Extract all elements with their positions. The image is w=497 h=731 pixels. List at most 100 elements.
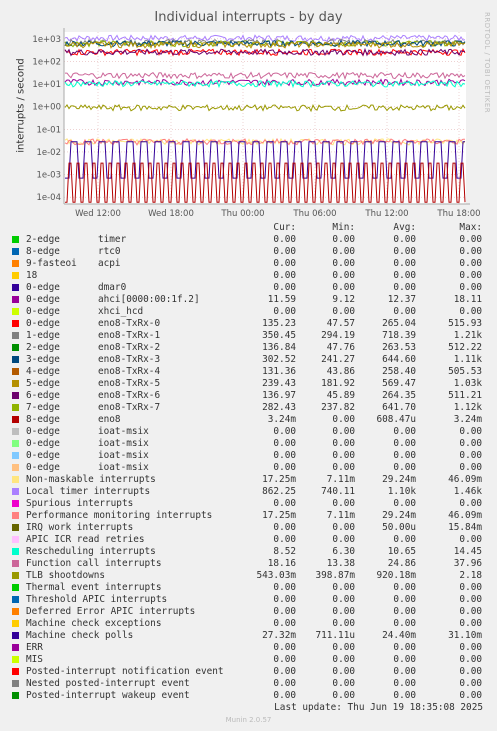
legend-cur: 0.00 [273,678,296,689]
y-tick-label: 1e+01 [32,80,61,90]
legend-desc: xhci_hcd [98,306,144,317]
legend-swatch [12,392,19,399]
legend-row: IRQ work interrupts 0.00 0.00 50.00u 15.84m [12,522,482,534]
legend-swatch [12,356,19,363]
legend-cur: 0.00 [273,246,296,257]
legend-min: 0.00 [332,426,355,437]
legend-desc: dmar0 [98,282,127,293]
legend-swatch [12,608,19,615]
legend-row: 0-edge eno8-TxRx-0 135.23 47.57 265.04 515.93 [12,318,482,330]
legend-max: 0.00 [459,234,482,245]
legend-max: 46.09m [448,474,482,485]
legend-max: 0.00 [459,534,482,545]
legend-cur: 0.00 [273,594,296,605]
legend-swatch [12,620,19,627]
legend-max: 0.00 [459,690,482,701]
header-max: Max: [459,222,482,233]
legend-avg: 264.35 [382,390,416,401]
legend-name: Machine check exceptions [26,618,162,629]
legend-name: Machine check polls [26,630,134,641]
legend-swatch [12,524,19,531]
legend-max: 0.00 [459,282,482,293]
legend-cur: 0.00 [273,642,296,653]
legend-cur: 302.52 [262,354,296,365]
legend-name: 8-edge [26,246,60,257]
legend-name: IRQ work interrupts [26,522,134,533]
legend-row: Thermal event interrupts 0.00 0.00 0.00 0.00 [12,582,482,594]
legend-name: MIS [26,654,43,665]
legend-row: Function call interrupts 18.16 13.38 24.86 3… [12,558,482,570]
legend-avg: 0.00 [393,306,416,317]
legend-row: 8-edge rtc0 0.00 0.00 0.00 0.00 [12,246,482,258]
x-tick-label: Thu 18:00 [436,209,480,219]
legend-min: 45.89 [326,390,355,401]
legend-min: 0.00 [332,522,355,533]
legend-min: 0.00 [332,666,355,677]
legend-desc: eno8-TxRx-6 [98,390,161,401]
grid [64,32,466,204]
legend-row: 5-edge eno8-TxRx-5 239.43 181.92 569.47 1.03k [12,378,482,390]
legend-min: 0.00 [332,690,355,701]
legend-row: Non-maskable interrupts 17.25m 7.11m 29.24m… [12,474,482,486]
legend-row: MIS 0.00 0.00 0.00 0.00 [12,654,482,666]
legend-min: 0.00 [332,450,355,461]
y-axis-label: interrupts / second [15,58,27,153]
legend-swatch [12,512,19,519]
series-line [64,47,466,57]
legend-name: Posted-interrupt wakeup event [26,690,190,701]
legend-min: 0.00 [332,642,355,653]
legend-row: Spurious interrupts 0.00 0.00 0.00 0.00 [12,498,482,510]
legend-desc: acpi [98,258,121,269]
legend-name: 0-edge [26,438,60,449]
legend-cur: 3.24m [267,414,296,425]
legend-min: 0.00 [332,606,355,617]
legend-max: 0.00 [459,594,482,605]
legend-name: Function call interrupts [26,558,162,569]
legend-max: 0.00 [459,642,482,653]
legend-max: 1.46k [453,486,482,497]
legend-name: 9-fasteoi [26,258,77,269]
chart-title: Individual interrupts - by day [154,10,343,25]
legend-cur: 0.00 [273,618,296,629]
legend-cur: 0.00 [273,462,296,473]
legend-avg: 29.24m [382,474,416,485]
legend-min: 0.00 [332,678,355,689]
legend-swatch [12,548,19,555]
legend-min: 7.11m [326,474,355,485]
legend-name: 0-edge [26,450,60,461]
legend-max: 0.00 [459,582,482,593]
legend-min: 7.11m [326,510,355,521]
legend-avg: 0.00 [393,618,416,629]
legend-cur: 0.00 [273,534,296,545]
legend-avg: 0.00 [393,258,416,269]
legend-min: 6.30 [332,546,355,557]
legend-min: 241.27 [321,354,355,365]
legend-max: 2.18 [459,570,482,581]
legend-cur: 862.25 [262,486,296,497]
legend-avg: 569.47 [382,378,416,389]
munin-footer: Munin 2.0.57 [225,716,272,724]
legend-name: 0-edge [26,318,60,329]
legend-swatch [12,248,19,255]
legend-max: 0.00 [459,498,482,509]
y-tick-label: 1e-02 [36,148,61,158]
x-tick-label: Thu 06:00 [292,209,336,219]
legend-name: Thermal event interrupts [26,582,162,593]
legend-row: 0-edge ioat-msix 0.00 0.00 0.00 0.00 [12,426,482,438]
legend-row: 7-edge eno8-TxRx-7 282.43 237.82 641.70 1.12k [12,402,482,414]
legend-swatch [12,584,19,591]
legend-swatch [12,692,19,699]
legend-avg: 641.70 [382,402,416,413]
legend-max: 3.24m [453,414,482,425]
legend-desc: eno8-TxRx-4 [98,366,161,377]
legend-header: Cur: Min: Avg: Max: [12,222,482,234]
legend-avg: 0.00 [393,498,416,509]
legend-max: 0.00 [459,438,482,449]
legend-row: 0-edge ioat-msix 0.00 0.00 0.00 0.00 [12,438,482,450]
legend-max: 1.11k [453,354,482,365]
rrdtool-watermark: RRDTOOL / TOBI OETIKER [483,12,491,114]
series-line [64,40,466,50]
legend-max: 31.10m [448,630,482,641]
legend-row: Local timer interrupts 862.25 740.11 1.10k 1… [12,486,482,498]
legend-avg: 0.00 [393,678,416,689]
